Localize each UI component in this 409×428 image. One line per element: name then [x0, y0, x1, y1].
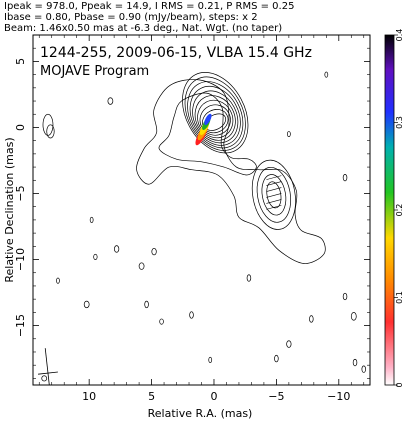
core-contour [194, 95, 236, 141]
header-line-1: Ipeak = 978.0, Ppeak = 14.9, I RMS = 0.2… [4, 1, 294, 12]
noise-contour [83, 300, 90, 309]
knot-hatch [266, 187, 282, 192]
noise-contour [189, 311, 194, 319]
colorbar-tick-label: 0.4 [395, 29, 404, 42]
jet-contour [158, 92, 257, 176]
noise-contour [287, 131, 291, 138]
noise-contour [309, 315, 314, 323]
y-tick-label: 0 [14, 124, 27, 131]
header-line-2: Ibase = 0.80, Pbase = 0.90 (mJy/beam), s… [4, 12, 258, 23]
contour-layer [38, 71, 366, 385]
x-tick-label: 0 [210, 390, 217, 403]
plot-title: 1244-255, 2009-06-15, VLBA 15.4 GHz [40, 45, 312, 61]
noise-contour [352, 358, 358, 367]
x-tick-label: −5 [268, 390, 284, 403]
colorbar-tick-label: 0 [395, 382, 404, 387]
knot-hatch [266, 193, 282, 198]
noise-contour [246, 274, 252, 282]
noise-contour [93, 253, 98, 260]
y-tick-label: 5 [14, 58, 27, 65]
y-axis-label: Relative Declination (mas) [3, 137, 16, 282]
knot-hatch [266, 199, 282, 204]
knot-hatch [266, 175, 282, 180]
y-tick-label: −10 [14, 248, 27, 271]
polarization-patch [204, 113, 212, 125]
colorbar-tick-label: 0.1 [395, 291, 404, 304]
beam-minor-axis [38, 371, 58, 375]
colorbar-tick-label: 0.3 [395, 116, 404, 129]
core-contour [192, 90, 239, 144]
axis-ticks: 10 5 0 −5 −10 5 0 −5 −10 −15 [14, 34, 370, 403]
core-contour [187, 81, 244, 149]
noise-contour [144, 300, 149, 309]
noise-contour [274, 354, 279, 363]
noise-contour [89, 216, 94, 223]
noise-contour [342, 292, 348, 301]
core-contour [189, 85, 241, 146]
knot-contour [256, 166, 292, 223]
plot-frame [32, 34, 371, 386]
colorbar-ticks: 0 0.1 0.2 0.3 0.4 [394, 29, 404, 388]
plot-subtitle: MOJAVE Program [40, 64, 149, 79]
noise-contour [286, 340, 292, 348]
noise-contour [107, 97, 114, 105]
noise-contour [56, 277, 60, 284]
noise-contour [114, 245, 120, 253]
y-tick-label: −5 [14, 185, 27, 201]
knot-contour [251, 159, 296, 230]
colorbar [384, 34, 395, 386]
noise-contour [138, 262, 145, 270]
noise-contour [324, 71, 329, 78]
noise-contour [41, 375, 48, 382]
noise-contour [342, 173, 348, 182]
knot-hatch [266, 181, 282, 186]
x-tick-label: 10 [82, 390, 96, 403]
x-tick-label: −10 [327, 390, 350, 403]
noise-contour [42, 113, 54, 136]
noise-contour [350, 312, 357, 321]
knot-hatch [266, 205, 282, 210]
noise-contour [208, 356, 213, 363]
x-axis-label: Relative R.A. (mas) [148, 407, 253, 420]
core-contour [197, 99, 234, 139]
header-line-3: Beam: 1.46x0.50 mas at -6.3 deg., Nat. W… [4, 23, 282, 34]
noise-contour [151, 247, 157, 256]
noise-contour [159, 318, 164, 325]
colorbar-tick-label: 0.2 [395, 204, 404, 217]
noise-contour [361, 365, 366, 373]
x-tick-label: 5 [148, 390, 155, 403]
core-contour [182, 72, 249, 154]
y-tick-label: −15 [14, 314, 27, 337]
core-contour [184, 76, 246, 151]
knot-contour [261, 174, 287, 216]
noise-contour [46, 124, 55, 139]
